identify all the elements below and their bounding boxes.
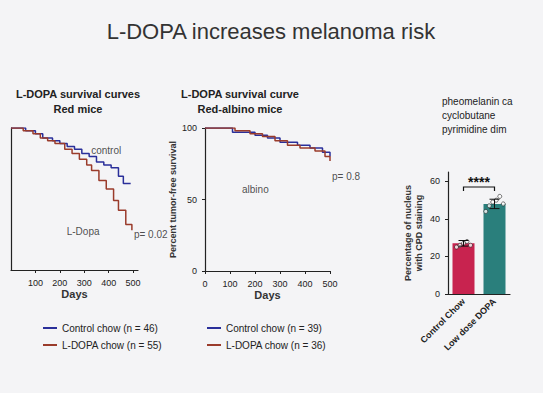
svg-text:300: 300 [77,278,92,288]
svg-text:100: 100 [28,278,43,288]
svg-text:500: 500 [126,278,141,288]
svg-text:0: 0 [192,266,197,276]
svg-text:100: 100 [182,123,197,133]
svg-text:0: 0 [202,279,207,289]
svg-text:Control chow (n = 46): Control chow (n = 46) [62,323,158,334]
svg-text:100: 100 [222,279,237,289]
svg-text:Control chow (n = 39): Control chow (n = 39) [226,323,322,334]
svg-text:albino: albino [242,184,269,195]
svg-text:300: 300 [272,279,287,289]
svg-text:Control Chow: Control Chow [418,296,467,346]
svg-text:Days: Days [254,289,280,301]
svg-text:pyrimidine dim: pyrimidine dim [442,124,506,135]
svg-text:with CPD staining: with CPD staining [414,195,424,273]
svg-text:400: 400 [297,279,312,289]
svg-text:****: **** [468,174,490,190]
svg-text:200: 200 [247,279,262,289]
svg-text:L-DOPA chow (n = 55): L-DOPA chow (n = 55) [62,340,162,351]
svg-text:Percent tumor-free survival: Percent tumor-free survival [168,141,178,258]
svg-text:L-DOPA chow (n = 36): L-DOPA chow (n = 36) [226,340,326,351]
svg-text:p= 0.8: p= 0.8 [332,171,361,182]
svg-text:60: 60 [430,176,440,186]
svg-text:L-Dopa: L-Dopa [67,226,100,237]
svg-text:pheomelanin ca: pheomelanin ca [442,96,513,107]
svg-text:500: 500 [322,279,337,289]
svg-text:Red-albino mice: Red-albino mice [198,103,283,115]
svg-text:Days: Days [61,288,87,300]
svg-text:Low dose DOPA: Low dose DOPA [442,296,498,352]
svg-text:cyclobutane: cyclobutane [442,110,496,121]
svg-text:20: 20 [430,251,440,261]
svg-text:50: 50 [187,195,197,205]
svg-text:200: 200 [52,278,67,288]
svg-text:Percentage of nucleus: Percentage of nucleus [403,185,413,281]
svg-text:L-DOPA survival curve: L-DOPA survival curve [181,88,299,100]
svg-text:p= 0.02: p= 0.02 [134,229,168,240]
svg-text:control: control [91,145,121,156]
svg-text:400: 400 [101,278,116,288]
svg-text:Red mice: Red mice [54,103,103,115]
svg-text:L-DOPA survival curves: L-DOPA survival curves [16,88,140,100]
svg-text:L-DOPA increases melanoma risk: L-DOPA increases melanoma risk [107,19,436,44]
svg-text:40: 40 [430,214,440,224]
svg-text:0: 0 [435,289,440,299]
